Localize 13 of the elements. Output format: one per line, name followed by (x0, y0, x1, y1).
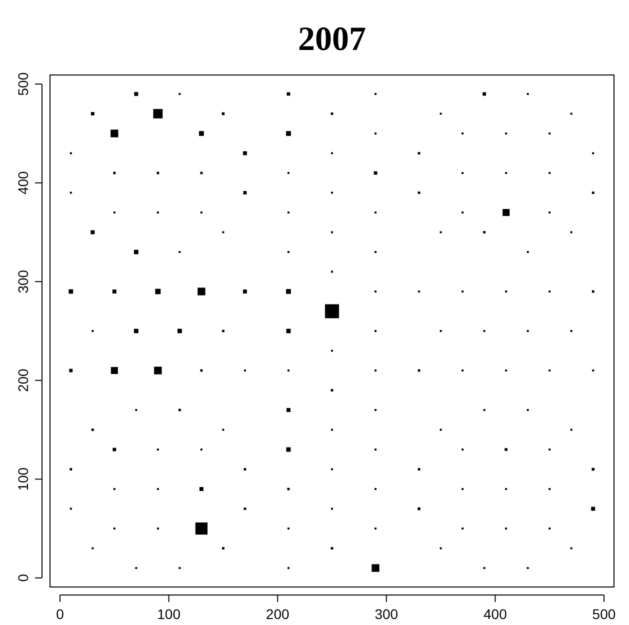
chart-title: 2007 (298, 21, 366, 58)
x-tick-label: 500 (592, 606, 616, 622)
y-tick-label: 300 (15, 270, 31, 294)
x-tick-label: 200 (266, 606, 290, 622)
x-tick-label: 100 (157, 606, 181, 622)
y-tick-label: 100 (15, 467, 31, 491)
x-tick-label: 300 (374, 606, 398, 622)
y-tick-label: 500 (15, 72, 31, 96)
y-tick-label: 0 (15, 574, 31, 582)
y-tick-label: 400 (15, 170, 31, 195)
x-tick-label: 400 (484, 606, 508, 622)
y-tick-label: 200 (15, 368, 31, 392)
x-tick-label: 0 (56, 606, 64, 622)
